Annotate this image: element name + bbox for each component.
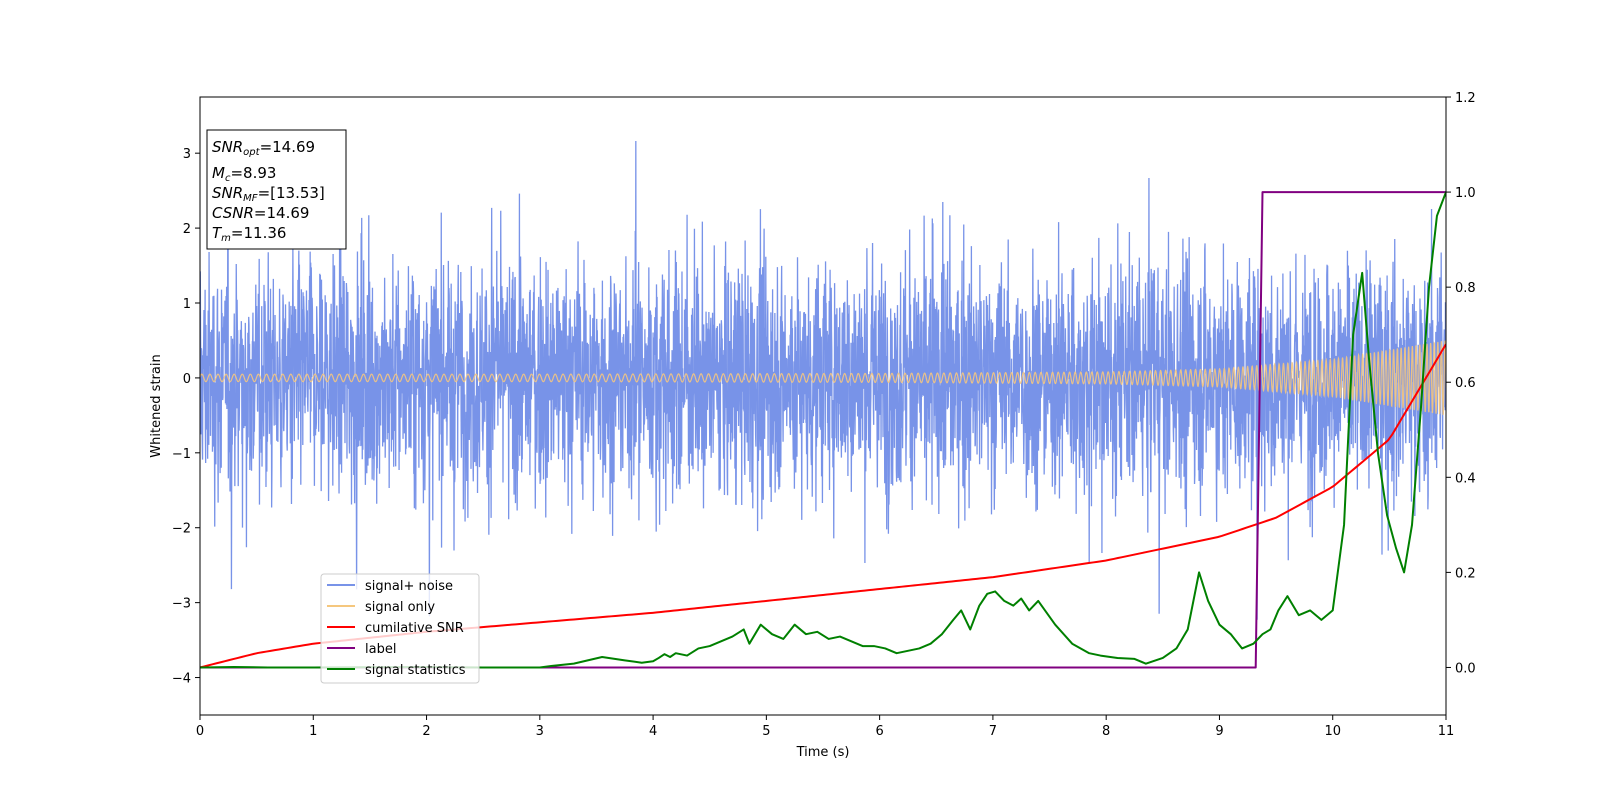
info-csnr: CSNR=14.69 (212, 204, 309, 222)
info-snr-mf: SNRMF=[13.53] (212, 184, 325, 204)
y-tick-label: 2 (183, 222, 191, 237)
y-tick-label: −4 (172, 672, 191, 687)
legend-label-cumulative-snr: cumilative SNR (365, 621, 464, 636)
y2-tick-label: 1.2 (1455, 91, 1476, 106)
series-signal-only-line (200, 340, 1446, 416)
y-tick-label: 0 (183, 372, 191, 387)
x-tick-label: 2 (422, 724, 430, 739)
legend-label-signal-only: signal only (365, 600, 435, 615)
x-tick-label: 7 (989, 724, 997, 739)
y2-tick-label: 0.4 (1455, 471, 1476, 486)
info-mc: Mc=8.93 (212, 164, 276, 184)
y-axis-label: Whitened strain (149, 354, 164, 457)
x-tick-label: 3 (536, 724, 544, 739)
legend-label-label: label (365, 642, 396, 657)
series-signal-statistics-line (200, 191, 1446, 669)
plot-frame (199, 96, 1447, 716)
y2-tick-label: 0.8 (1455, 281, 1476, 296)
info-tm: Tm=11.36 (212, 224, 286, 244)
x-axis-label: Time (s) (796, 745, 850, 760)
x-tick-label: 9 (1215, 724, 1223, 739)
axes: 0 1 2 3 4 5 6 7 8 9 10 11 −4 −3 −2 −1 0 1 2 3 0.0 0.2 0.4 0.6 0.… (172, 91, 1476, 739)
y2-tick-label: 0.6 (1455, 376, 1476, 391)
x-tick-label: 0 (196, 724, 204, 739)
series-label-line (200, 191, 1446, 669)
x-tick-label: 8 (1102, 724, 1110, 739)
y2-tick-label: 0.0 (1455, 661, 1476, 676)
y-tick-label: −3 (172, 597, 191, 612)
x-tick-label: 10 (1324, 724, 1341, 739)
y-tick-label: −2 (172, 522, 191, 537)
legend-label-signal-statistics: signal statistics (365, 663, 466, 678)
y-tick-label: 1 (183, 297, 191, 312)
y-tick-label: −1 (172, 447, 191, 462)
legend-frame (320, 573, 480, 684)
x-tick-label: 11 (1438, 724, 1455, 739)
y2-tick-label: 1.0 (1455, 186, 1476, 201)
y2-tick-label: 0.2 (1455, 566, 1476, 581)
x-tick-label: 1 (309, 724, 317, 739)
info-box-frame (206, 129, 347, 250)
legend-label-signal-noise: signal+ noise (365, 579, 453, 594)
series-signal-noise-line (200, 141, 1446, 620)
y-tick-label: 3 (183, 147, 191, 162)
info-box: SNRopt=14.69 Mc=8.93 SNRMF=[13.53] CSNR=… (206, 129, 347, 250)
x-tick-label: 5 (762, 724, 770, 739)
x-tick-label: 6 (875, 724, 883, 739)
info-snr-opt: SNRopt=14.69 (212, 138, 315, 158)
legend: signal+ noise signal only cumilative SNR… (320, 573, 480, 684)
x-tick-label: 4 (649, 724, 657, 739)
